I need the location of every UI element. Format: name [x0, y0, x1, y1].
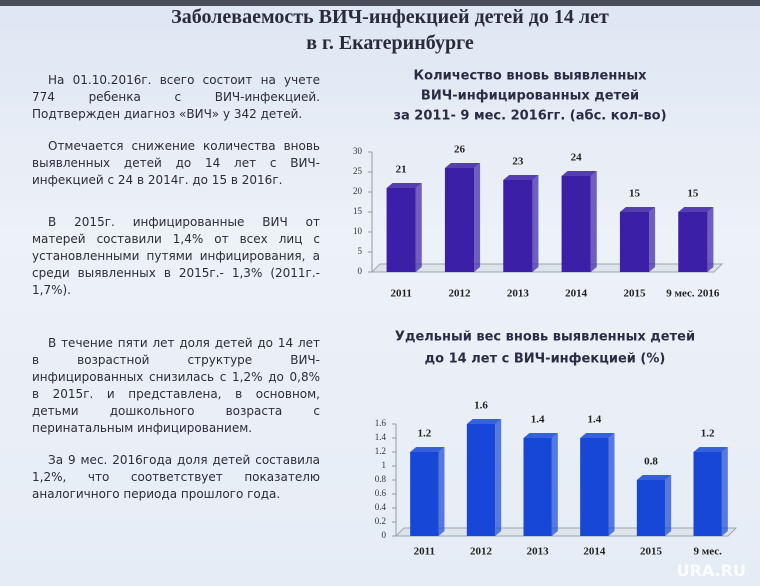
x-tick-label: 2012 [449, 288, 472, 300]
chart-title: до 14 лет с ВИЧ-инфекцией (%) [425, 352, 666, 367]
bar-side [608, 433, 615, 536]
bar-top [410, 447, 445, 452]
bar-top [466, 419, 502, 424]
bar-side [551, 433, 558, 536]
bar [580, 438, 609, 536]
y-tick-label: 0.2 [375, 516, 386, 526]
value-label: 1.4 [587, 414, 601, 426]
y-tick-label: 10 [353, 226, 363, 236]
value-label: 1.4 [531, 414, 545, 426]
value-label: 1.6 [474, 400, 488, 412]
y-tick-label: 25 [353, 166, 363, 176]
bar-top [444, 163, 481, 168]
bar-top [561, 171, 597, 176]
bar-side [415, 183, 422, 272]
bar [410, 452, 439, 536]
value-label: 1.2 [417, 428, 431, 440]
bar [386, 188, 416, 272]
bar [619, 212, 650, 272]
bar-side [532, 175, 539, 272]
y-tick-label: 15 [353, 206, 363, 216]
chart-title: ВИЧ-инфицированных детей [421, 89, 639, 104]
floor [394, 527, 738, 537]
bar-side [649, 207, 656, 272]
x-tick-label: 2015 [640, 546, 663, 558]
x-tick-label: 2012 [470, 546, 493, 558]
bar-side [438, 447, 445, 536]
x-tick-label: 9 мес. [693, 546, 722, 558]
x-tick-label: 2013 [527, 546, 550, 558]
bar-top [386, 183, 422, 188]
y-tick-label: 30 [353, 146, 363, 156]
paragraph: На 01.10.2016г. всего состоит на учете 7… [32, 73, 320, 121]
bar-side [707, 207, 714, 272]
bar [636, 480, 666, 536]
x-tick-label: 2015 [624, 288, 647, 300]
y-tick-label: 1.2 [375, 446, 386, 456]
bar-side [590, 171, 597, 272]
watermark: URA.RU [676, 561, 746, 580]
paragraph: За 9 мес. 2016года доля детей составила … [32, 453, 320, 501]
bar-side [721, 447, 728, 536]
y-tick-label: 5 [358, 246, 363, 256]
y-tick-label: 20 [353, 186, 363, 196]
chart-title: за 2011- 9 мес. 2016гг. (абс. кол-во) [393, 109, 666, 124]
bar [503, 180, 533, 272]
y-tick-label: 1.6 [375, 418, 387, 428]
paragraph: В течение пяти лет доля детей до 14 лет … [32, 336, 320, 435]
top-bar [0, 0, 760, 6]
x-tick-label: 2013 [507, 288, 530, 300]
y-tick-label: 0.4 [375, 502, 387, 512]
chart-title: Количество вновь выявленных [414, 69, 648, 84]
y-tick-label: 0.6 [375, 488, 387, 498]
bar [444, 168, 475, 272]
bar [678, 212, 708, 272]
bar [466, 424, 496, 536]
bar-top [580, 433, 615, 438]
x-tick-label: 9 мес. 2016 [666, 288, 720, 300]
x-tick-label: 2014 [565, 288, 588, 300]
x-tick-label: 2011 [414, 546, 435, 558]
x-tick-label: 2014 [583, 546, 606, 558]
bar-top [619, 207, 656, 212]
bar-side [665, 475, 672, 536]
value-label: 0.8 [644, 456, 658, 468]
paragraph: В 2015г. инфицированные ВИЧ от матерей с… [32, 215, 320, 297]
bar [693, 452, 722, 536]
value-label: 21 [396, 164, 407, 176]
y-tick-label: 0 [382, 530, 387, 540]
bar [523, 438, 552, 536]
value-label: 23 [512, 156, 524, 168]
y-tick-label: 0.8 [375, 474, 387, 484]
bar-top [678, 207, 714, 212]
slide-title: Заболеваемость ВИЧ-инфекцией детей до 14… [171, 6, 609, 28]
chart-title: Удельный вес вновь выявленных детей [395, 330, 695, 345]
floor [370, 263, 724, 273]
value-label: 24 [571, 152, 583, 164]
bar-top [503, 175, 539, 180]
bar-top [523, 433, 558, 438]
value-label: 15 [629, 188, 641, 200]
y-tick-label: 1.4 [375, 432, 387, 442]
bar-top [636, 475, 672, 480]
bar-top [693, 447, 728, 452]
slide-title: в г. Екатеринбурге [306, 32, 474, 54]
paragraph: Отмечается снижение количества вновь выя… [32, 139, 320, 187]
value-label: 15 [687, 188, 699, 200]
value-label: 26 [454, 144, 466, 156]
bar-side [495, 419, 502, 536]
value-label: 1.2 [701, 428, 715, 440]
bar-side [474, 163, 481, 272]
x-tick-label: 2011 [390, 288, 411, 300]
y-tick-label: 0 [358, 266, 363, 276]
y-tick-label: 1 [382, 460, 387, 470]
bar [561, 176, 591, 272]
